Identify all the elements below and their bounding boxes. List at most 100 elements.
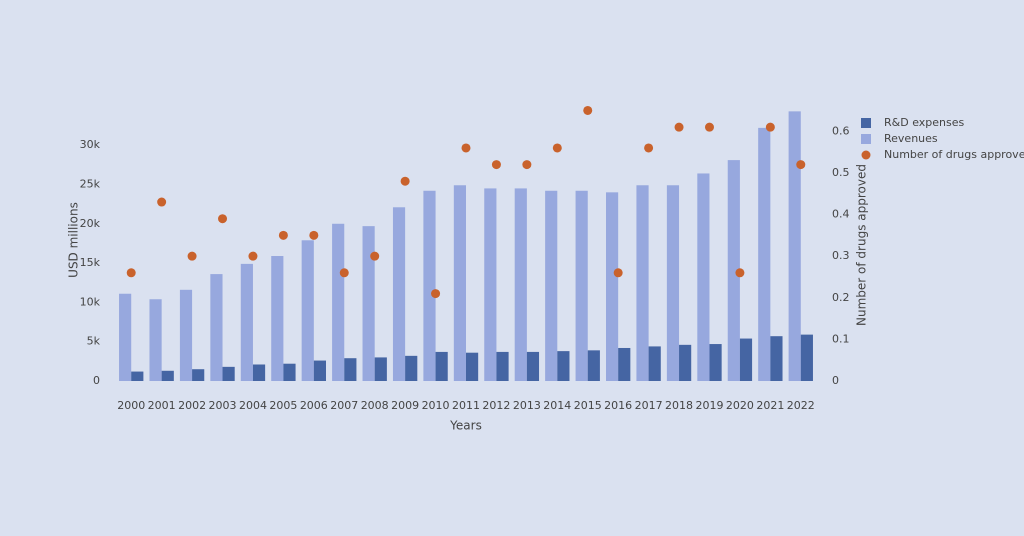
bar [709,344,722,381]
legend-label: Number of drugs approved [884,148,1024,161]
y2-tick-label: 0.3 [832,249,850,262]
bar [301,240,314,381]
x-tick-label: 2012 [482,399,510,412]
bar [252,364,266,381]
point [187,251,197,261]
y2-axis-title: Number of drugs approved [855,164,869,326]
legend-swatch [861,118,871,128]
bar [606,192,619,381]
point [735,268,745,278]
bar [514,188,527,381]
x-tick-label: 2010 [422,399,450,412]
point [400,176,410,186]
point [218,214,228,224]
point [583,105,593,115]
x-tick-label: 2001 [148,399,176,412]
y-tick-label: 30k [80,138,101,151]
point [552,143,562,153]
point [796,160,806,170]
point [522,160,532,170]
bar [575,190,588,381]
bar [727,160,740,381]
bar [679,344,692,381]
point [370,251,380,261]
bar [697,173,710,381]
bar [636,185,649,381]
bar [362,226,375,381]
bar [210,274,223,381]
bar [526,351,540,381]
point [674,122,684,132]
point [248,251,258,261]
bar [423,190,436,381]
y-tick-label: 0 [93,374,100,387]
bar [618,347,631,381]
bar [313,360,326,381]
bar [758,127,771,381]
bar [392,207,406,381]
bar [271,256,284,381]
legend-swatch [861,134,871,144]
x-tick-label: 2014 [543,399,571,412]
bar [374,357,387,381]
y-tick-label: 5k [87,335,101,348]
x-tick-label: 2009 [391,399,419,412]
bar [788,111,801,381]
x-tick-label: 2006 [300,399,328,412]
x-tick-label: 2015 [574,399,602,412]
bar [179,289,193,381]
point [765,122,775,132]
bar [119,293,132,381]
x-tick-label: 2011 [452,399,480,412]
bar [466,352,479,381]
bar [240,263,253,381]
x-tick-label: 2013 [513,399,541,412]
bar [648,346,661,381]
x-tick-label: 2017 [635,399,663,412]
bar [405,355,418,381]
x-tick-label: 2022 [787,399,815,412]
y-tick-label: 10k [80,295,101,308]
legend-swatch [861,150,871,160]
y-axis-title: USD millions [67,202,81,278]
y-tick-label: 15k [80,256,101,269]
y-tick-label: 20k [80,217,101,230]
point [278,230,288,240]
bar [149,299,162,381]
point [491,160,501,170]
x-tick-label: 2004 [239,399,267,412]
bar [453,185,466,381]
bar [496,351,509,381]
y2-tick-label: 0.6 [832,124,850,137]
bar [283,363,296,381]
point [157,197,167,207]
point [309,230,319,240]
x-tick-label: 2007 [330,399,358,412]
bar [161,370,174,381]
bar [800,334,813,381]
bar [435,351,448,381]
bar [222,366,235,381]
x-tick-label: 2021 [756,399,784,412]
x-tick-label: 2003 [209,399,237,412]
y2-tick-label: 0.2 [832,291,850,304]
x-tick-label: 2008 [361,399,389,412]
y2-tick-label: 0 [832,374,839,387]
point [339,268,349,278]
bar [344,358,357,381]
y2-tick-label: 0.1 [832,332,850,345]
bar [484,188,497,381]
x-tick-label: 2019 [695,399,723,412]
point [461,143,471,153]
x-tick-label: 2016 [604,399,632,412]
point [613,268,623,278]
legend-label: R&D expenses [884,116,964,129]
x-tick-label: 2005 [269,399,297,412]
bar [131,371,144,381]
y-tick-label: 25k [80,177,101,190]
point [704,122,714,132]
bar [587,350,600,381]
bar [739,338,753,381]
